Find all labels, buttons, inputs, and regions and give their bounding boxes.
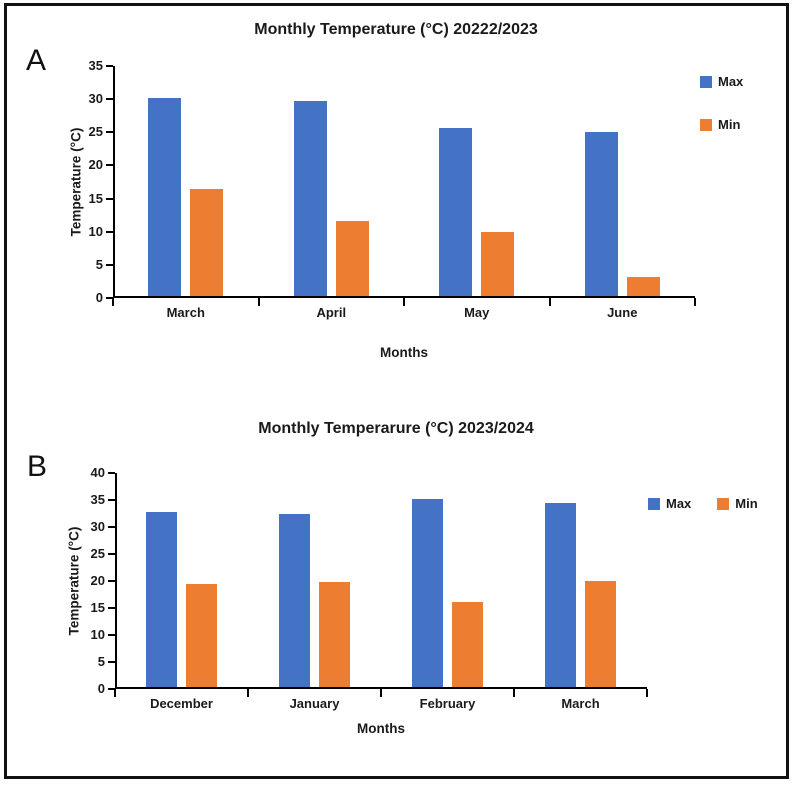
bar-max-may — [439, 127, 473, 298]
x-axis-line — [113, 296, 695, 298]
x-axis-tick — [114, 689, 116, 697]
y-axis-tick — [106, 230, 113, 233]
bar-min-december — [186, 583, 217, 689]
panel-label-b: B — [27, 450, 48, 483]
x-axis-tick — [247, 689, 249, 697]
y-axis-tick — [106, 197, 113, 200]
y-axis-line — [115, 473, 117, 689]
y-axis-tick — [106, 65, 113, 67]
legend-item-min: Min — [717, 496, 758, 511]
y-axis-tick — [108, 688, 115, 690]
legend-swatch-max-icon — [700, 75, 712, 88]
y-axis-tick — [108, 580, 115, 582]
x-axis-line — [115, 687, 647, 689]
legend-label-max: Max — [718, 74, 744, 89]
x-axis-tick — [257, 298, 260, 306]
bar-max-march — [545, 502, 576, 689]
category-label-march: March — [561, 696, 600, 711]
y-axis-tick-label: 30 — [88, 91, 103, 107]
y-axis-tick — [108, 607, 115, 609]
legend-item-max: Max — [700, 74, 743, 89]
legend-swatch-min-icon — [700, 118, 712, 131]
y-axis-tick-label: 25 — [90, 546, 105, 561]
bar-min-june — [626, 276, 660, 298]
y-axis-tick-label: 10 — [90, 627, 105, 642]
chart-b-legend: Max Min — [648, 496, 758, 511]
x-axis-tick — [548, 298, 551, 306]
y-axis-tick-label: 40 — [90, 465, 105, 480]
legend-label-min: Min — [735, 496, 758, 511]
y-axis-tick — [108, 499, 115, 501]
category-label-december: December — [150, 696, 213, 711]
legend-swatch-min-icon — [717, 497, 730, 510]
y-axis-tick — [106, 297, 113, 299]
category-label-may: May — [464, 305, 490, 320]
y-axis-tick-label: 35 — [88, 58, 103, 73]
y-axis-line — [113, 66, 115, 298]
y-axis-tick — [108, 661, 115, 663]
bar-max-march — [148, 97, 182, 298]
legend-swatch-max-icon — [648, 497, 660, 510]
legend-item-max: Max — [648, 496, 691, 511]
category-label-february: February — [419, 696, 476, 711]
category-label-january: January — [289, 696, 340, 711]
chart-a-legend: Max Min — [700, 74, 743, 132]
category-label-april: April — [316, 305, 347, 320]
legend-item-min: Min — [700, 117, 743, 132]
bar-max-june — [584, 132, 618, 298]
bar-min-january — [319, 581, 350, 689]
legend-label-max: Max — [666, 496, 692, 511]
bar-min-march — [190, 188, 224, 298]
y-axis-tick-label: 0 — [95, 290, 103, 305]
y-axis-tick-label: 15 — [88, 190, 103, 206]
chart-b-x-axis-label: Months — [357, 721, 405, 736]
y-axis-tick-label: 15 — [90, 600, 105, 615]
chart-b-plot-area: 0 5 10 15 20 25 30 35 40 December January February M… — [91, 465, 648, 711]
bar-min-april — [335, 221, 369, 298]
legend-label-min: Min — [718, 117, 741, 132]
y-axis-tick — [106, 98, 113, 101]
bar-max-january — [279, 513, 310, 689]
x-axis-tick — [112, 298, 114, 306]
x-axis-tick — [694, 298, 696, 306]
y-axis-tick-label: 30 — [90, 519, 105, 534]
x-axis-tick — [380, 689, 382, 697]
bar-min-march — [585, 581, 616, 689]
y-axis-tick — [108, 472, 115, 474]
y-axis-tick-label: 5 — [97, 654, 105, 669]
category-label-june: June — [607, 305, 638, 320]
chart-a-x-axis-label: Months — [380, 345, 428, 360]
bar-max-april — [293, 101, 327, 298]
y-axis-tick-label: 25 — [88, 124, 103, 140]
y-axis-tick — [106, 131, 113, 134]
bar-min-february — [452, 601, 483, 689]
y-axis-tick-label: 20 — [90, 573, 105, 588]
chart-a-title: Monthly Temperature (°C) 20222/2023 — [254, 21, 538, 38]
x-axis-tick — [403, 298, 405, 306]
x-axis-tick — [513, 689, 515, 697]
y-axis-tick — [106, 164, 113, 167]
chart-a-plot-area: 0 5 10 15 20 25 30 35 March April May June — [89, 58, 696, 320]
y-axis-tick — [108, 634, 115, 636]
bar-max-february — [412, 498, 443, 689]
y-axis-tick — [108, 553, 115, 555]
panel-label-a: A — [26, 44, 47, 77]
y-axis-tick — [108, 526, 115, 528]
y-axis-tick — [106, 263, 113, 266]
bar-min-may — [481, 232, 515, 298]
y-axis-tick-label: 35 — [90, 492, 105, 507]
y-axis-tick-label: 20 — [88, 157, 103, 173]
bar-max-december — [146, 511, 177, 689]
y-axis-tick-label: 0 — [97, 681, 105, 696]
y-axis-tick-label: 10 — [88, 223, 103, 239]
chart-b-title: Monthly Temperarure (°C) 2023/2024 — [258, 420, 534, 437]
category-label-march: March — [166, 305, 205, 320]
x-axis-tick — [646, 689, 648, 697]
y-axis-tick-label: 5 — [95, 256, 103, 272]
